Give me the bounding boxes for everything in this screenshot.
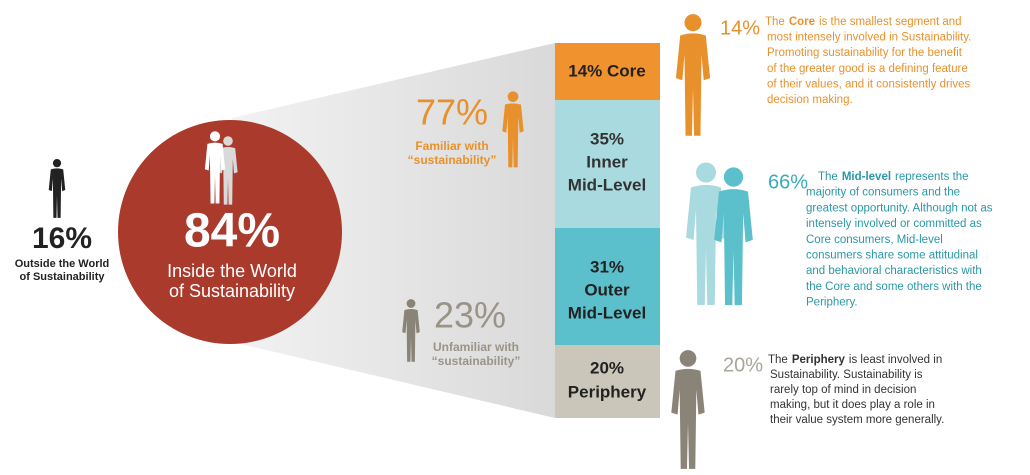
description: making, but it does play a role in xyxy=(770,399,935,411)
description: Sustainability. Sustainability is xyxy=(770,369,923,381)
text: is least involved in xyxy=(849,354,942,366)
bar-label: 20% xyxy=(590,358,624,377)
description: The Core is the smallest segment and xyxy=(765,16,962,28)
infographic: 16%Outside the Worldof Sustainability84%… xyxy=(0,0,1030,475)
label: “sustainability” xyxy=(408,153,497,167)
description: of their values, and it consistently dri… xyxy=(767,78,971,90)
description: their value system more generally. xyxy=(770,414,944,426)
percent: 16% xyxy=(32,222,92,255)
label: “sustainability” xyxy=(432,354,521,368)
description: The Mid-level represents the xyxy=(818,171,969,183)
bar-label: Mid-Level xyxy=(568,303,646,322)
label: of Sustainability xyxy=(169,281,295,301)
figure xyxy=(671,350,704,469)
description: of the greater good is a defining featur… xyxy=(767,63,968,75)
description: consumers share some attitudinal xyxy=(806,250,978,262)
lead: The xyxy=(818,171,838,183)
description: greatest opportunity. Although not as xyxy=(806,202,993,214)
figure xyxy=(49,159,66,218)
text: is the smallest segment and xyxy=(819,16,962,28)
text: represents the xyxy=(895,171,969,183)
percent: 77% xyxy=(416,92,488,133)
segment-percent: 14% xyxy=(720,17,760,39)
label: of Sustainability xyxy=(20,271,106,283)
percent: 84% xyxy=(184,205,280,258)
description: majority of consumers and the xyxy=(806,187,960,199)
keyword: Mid-level xyxy=(842,171,891,183)
segment-percent: 66% xyxy=(768,171,808,193)
label: Outside the World xyxy=(15,258,110,270)
bar-label: 35% xyxy=(590,129,624,148)
keyword: Periphery xyxy=(792,354,846,366)
segment-percent: 20% xyxy=(723,354,763,376)
bar-label: 31% xyxy=(590,257,624,276)
description: decision making. xyxy=(767,94,853,106)
description: Promoting sustainability for the benefit xyxy=(767,47,963,59)
figure xyxy=(676,14,710,136)
lead: The xyxy=(768,354,788,366)
description: Core consumers, Mid-level xyxy=(806,234,943,246)
description: most intensely involved in Sustainabilit… xyxy=(767,32,971,44)
description: Periphery. xyxy=(806,297,858,309)
description: rarely top of mind in decision xyxy=(770,384,916,396)
description: the Core and some others with the xyxy=(806,281,982,293)
bar-label: Inner xyxy=(586,152,628,171)
label: Inside the World xyxy=(167,261,297,281)
percent: 23% xyxy=(434,295,506,336)
label: Unfamiliar with xyxy=(433,340,519,354)
bar-label: Outer xyxy=(584,280,630,299)
bar-label: 14% Core xyxy=(568,61,645,80)
description: intensely involved or committed as xyxy=(806,218,982,230)
label: Familiar with xyxy=(415,139,488,153)
description: and behavioral characteristics with xyxy=(806,265,982,277)
lead: The xyxy=(765,16,785,28)
bar-label: Mid-Level xyxy=(568,175,646,194)
keyword: Core xyxy=(789,16,815,28)
bar-label: Periphery xyxy=(568,382,647,401)
